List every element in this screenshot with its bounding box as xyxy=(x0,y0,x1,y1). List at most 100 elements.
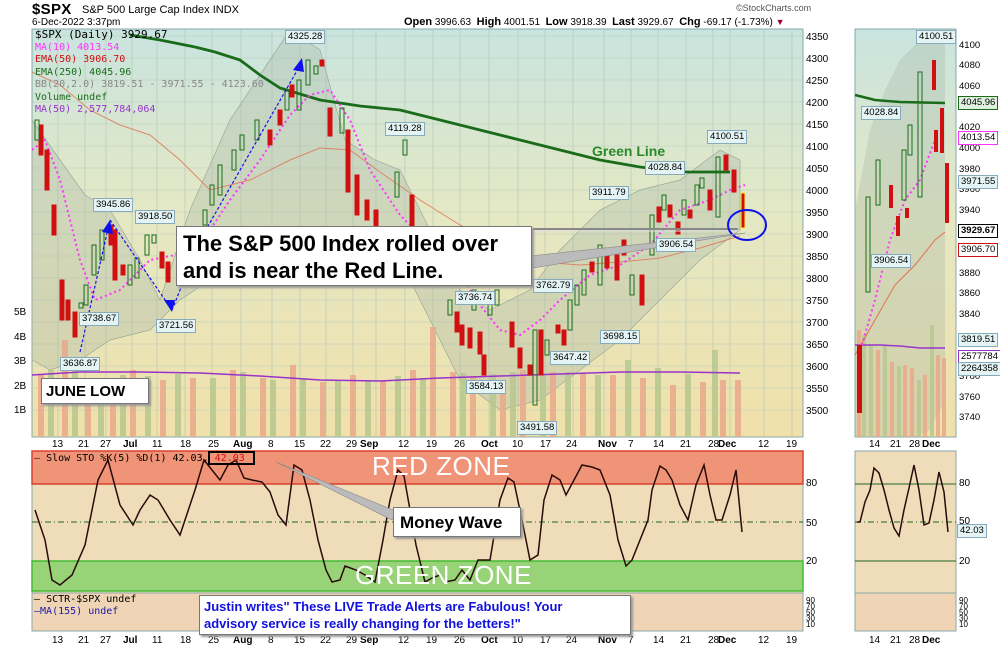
ohlc-summary: Open 3996.63 High 4001.51 Low 3918.39 La… xyxy=(404,16,785,28)
svg-text:18: 18 xyxy=(180,439,192,450)
svg-text:26: 26 xyxy=(454,635,466,646)
svg-text:Dec: Dec xyxy=(718,439,737,450)
svg-text:5B: 5B xyxy=(14,307,27,318)
svg-text:4100: 4100 xyxy=(806,142,829,153)
svg-text:19: 19 xyxy=(786,635,798,646)
svg-text:4250: 4250 xyxy=(806,76,829,87)
sto-legend: — Slow STO %K(5) %D(1) 42.03, 42.03 xyxy=(34,453,245,464)
svg-text:70: 70 xyxy=(806,602,815,611)
svg-text:21: 21 xyxy=(78,439,90,450)
svg-text:Dec: Dec xyxy=(718,635,737,646)
price-axis: 4350 4300 4250 4200 4150 4100 4050 4000 3950 39… xyxy=(806,32,829,417)
open-value: 3996.63 xyxy=(434,17,472,28)
svg-text:4B: 4B xyxy=(14,332,27,343)
svg-text:Nov: Nov xyxy=(598,635,617,646)
exchange: INDX xyxy=(212,4,239,16)
sto-legend-label: Slow STO %K(5) %D(1) 42.03, xyxy=(46,453,209,464)
svg-text:28: 28 xyxy=(909,439,921,450)
zoom-price-label: 3906.54 xyxy=(871,254,912,268)
legend-price: $SPX (Daily) 3929.67 xyxy=(35,28,168,41)
svg-text:7: 7 xyxy=(628,635,634,646)
svg-text:3960: 3960 xyxy=(959,184,980,195)
index-name: S&P 500 Large Cap Index xyxy=(82,4,210,16)
sto-value-highlight xyxy=(208,451,255,465)
svg-text:24: 24 xyxy=(566,439,578,450)
svg-text:18: 18 xyxy=(180,635,192,646)
svg-text:21: 21 xyxy=(680,635,692,646)
svg-text:4200: 4200 xyxy=(806,98,829,109)
tag-ema250: 4045.96 xyxy=(958,96,999,110)
down-triangle-icon: ▼ xyxy=(775,17,785,27)
green-line-label: Green Line xyxy=(592,143,666,159)
svg-text:7: 7 xyxy=(628,439,634,450)
svg-text:1B: 1B xyxy=(14,405,27,416)
zoom-price-label: 4100.51 xyxy=(916,30,957,44)
june-low-callout: JUNE LOW xyxy=(41,378,149,404)
price-label: 3636.87 xyxy=(60,357,101,371)
svg-text:12: 12 xyxy=(398,635,410,646)
svg-text:24: 24 xyxy=(566,635,578,646)
sto-line xyxy=(34,457,743,586)
svg-text:10: 10 xyxy=(806,620,815,629)
svg-text:3780: 3780 xyxy=(959,371,980,382)
svg-text:Aug: Aug xyxy=(233,635,252,646)
svg-text:80: 80 xyxy=(959,478,971,489)
zoom-x-axis-bottom: 14 21 28 Dec xyxy=(869,635,941,646)
price-label: 3736.74 xyxy=(455,291,496,305)
svg-text:25: 25 xyxy=(208,635,220,646)
legend-ma10: MA(10) 4013.54 xyxy=(35,41,120,53)
svg-text:Aug: Aug xyxy=(233,439,252,450)
red-zone-label: RED ZONE xyxy=(372,451,511,481)
svg-text:11: 11 xyxy=(152,635,163,646)
svg-text:50: 50 xyxy=(959,516,971,527)
svg-text:29: 29 xyxy=(346,439,358,450)
quote-line1: Justin writes" These LIVE Trade Alerts a… xyxy=(204,599,563,614)
svg-text:29: 29 xyxy=(346,635,358,646)
svg-text:13: 13 xyxy=(52,635,64,646)
x-axis-top: 13 21 27 Jul 11 18 25 Aug 8 15 22 29 Sep 12 19 26 Oc… xyxy=(52,439,798,450)
testimonial-callout: Justin writes" These LIVE Trade Alerts a… xyxy=(199,595,631,635)
ema250-line xyxy=(194,45,730,174)
svg-text:21: 21 xyxy=(680,439,692,450)
price-label: 3906.54 xyxy=(656,238,697,252)
legend-vol-ma: MA(50) 2,577,784,064 xyxy=(35,104,156,115)
ma10-line xyxy=(31,88,746,337)
price-label: 4028.84 xyxy=(645,161,686,175)
price-label: 3762.79 xyxy=(533,279,574,293)
svg-text:Oct: Oct xyxy=(481,635,498,646)
svg-text:19: 19 xyxy=(426,439,438,450)
legend-ema50: EMA(50) 3906.70 xyxy=(35,54,126,65)
zoom-x-axis-top: 14 21 28 Dec xyxy=(869,439,941,450)
chg-value: -69.17 (-1.73%) xyxy=(703,17,773,28)
price-label: 4325.28 xyxy=(285,30,326,44)
green-zone xyxy=(31,560,804,592)
svg-text:17: 17 xyxy=(540,439,552,450)
svg-text:15: 15 xyxy=(294,439,306,450)
svg-text:Oct: Oct xyxy=(481,439,498,450)
svg-text:8: 8 xyxy=(268,635,274,646)
svg-text:30: 30 xyxy=(959,614,968,623)
svg-text:3840: 3840 xyxy=(959,309,980,320)
svg-text:3650: 3650 xyxy=(806,340,829,351)
svg-text:Dec: Dec xyxy=(922,439,941,450)
svg-text:15: 15 xyxy=(294,635,306,646)
svg-text:Sep: Sep xyxy=(360,635,378,646)
chart-datetime: 6-Dec-2022 3:37pm xyxy=(32,17,121,28)
price-label: 3911.79 xyxy=(589,186,629,200)
svg-text:4050: 4050 xyxy=(806,164,829,175)
svg-text:4350: 4350 xyxy=(806,32,829,43)
svg-text:28: 28 xyxy=(708,439,720,450)
svg-text:3750: 3750 xyxy=(806,296,829,307)
tag-last: 3929.67 xyxy=(958,224,999,238)
svg-text:12: 12 xyxy=(758,635,770,646)
svg-text:19: 19 xyxy=(786,439,798,450)
svg-text:90: 90 xyxy=(959,596,968,605)
svg-text:25: 25 xyxy=(208,439,220,450)
price-label: 3584.13 xyxy=(466,380,507,394)
svg-text:17: 17 xyxy=(540,635,552,646)
sctr-label: SCTR-$SPX undef xyxy=(46,594,137,605)
svg-text:28: 28 xyxy=(708,635,720,646)
svg-text:3950: 3950 xyxy=(806,208,829,219)
sctr-legend-line2: —MA(155) undef xyxy=(34,606,119,617)
